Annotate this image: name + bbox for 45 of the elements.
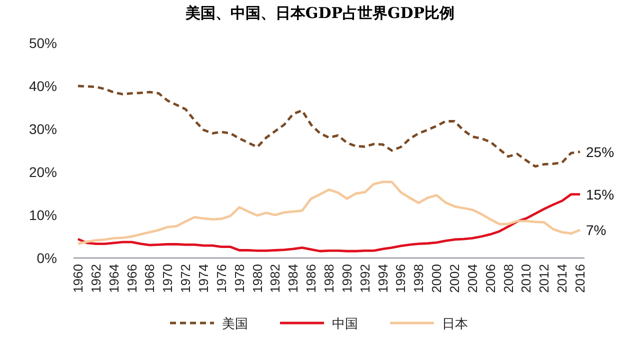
x-tick-label: 1988 bbox=[322, 264, 336, 293]
legend-label: 中国 bbox=[332, 317, 358, 332]
x-tick-label: 1972 bbox=[178, 264, 194, 293]
x-tick-label: 1990 bbox=[339, 264, 354, 293]
x-tick-label: 1980 bbox=[250, 264, 265, 293]
x-tick-label: 2000 bbox=[429, 264, 444, 293]
x-tick-label: 1976 bbox=[214, 264, 229, 293]
x-tick-label: 1996 bbox=[393, 264, 408, 293]
x-tick-label: 1994 bbox=[375, 264, 390, 293]
x-tick-label: 1982 bbox=[268, 264, 283, 293]
x-tick-label: 2004 bbox=[464, 264, 480, 293]
y-tick-label: 40% bbox=[28, 78, 57, 94]
chart-title: 美国、中国、日本GDP占世界GDP比例 bbox=[184, 4, 455, 22]
x-tick-label: 1968 bbox=[142, 264, 158, 293]
x-tick-label: 2012 bbox=[536, 264, 552, 293]
x-tick-label: 1986 bbox=[304, 264, 319, 293]
x-tick-label: 2014 bbox=[554, 264, 570, 293]
x-tick-label: 1964 bbox=[106, 264, 122, 293]
data-label: 25% bbox=[586, 144, 614, 160]
legend-label: 日本 bbox=[442, 317, 468, 332]
data-label: 7% bbox=[586, 222, 606, 238]
y-tick-label: 20% bbox=[28, 164, 57, 180]
x-tick-label: 1966 bbox=[124, 264, 140, 293]
x-tick-label: 1960 bbox=[70, 264, 86, 293]
x-tick-label: 1992 bbox=[357, 264, 372, 293]
y-tick-label: 10% bbox=[28, 207, 57, 223]
line-series bbox=[76, 84, 582, 168]
x-tick-label: 1962 bbox=[88, 264, 104, 293]
x-tick-label: 1998 bbox=[411, 264, 426, 293]
y-tick-label: 0% bbox=[36, 250, 57, 266]
x-tick-label: 2010 bbox=[518, 264, 534, 293]
legend-label: 美国 bbox=[222, 316, 248, 332]
x-tick-label: 2008 bbox=[500, 264, 516, 293]
line-series bbox=[76, 193, 582, 252]
y-tick-label: 50% bbox=[28, 35, 57, 51]
y-tick-label: 30% bbox=[28, 121, 57, 137]
x-tick-label: 1978 bbox=[232, 264, 247, 293]
x-tick-label: 2016 bbox=[572, 264, 588, 293]
x-tick-label: 2006 bbox=[482, 264, 498, 293]
x-tick-label: 1984 bbox=[286, 264, 301, 293]
x-tick-label: 1970 bbox=[160, 264, 176, 293]
line-series bbox=[76, 180, 582, 246]
x-tick-label: 1974 bbox=[196, 264, 211, 293]
data-label: 15% bbox=[586, 186, 614, 202]
x-tick-label: 2002 bbox=[447, 264, 462, 293]
